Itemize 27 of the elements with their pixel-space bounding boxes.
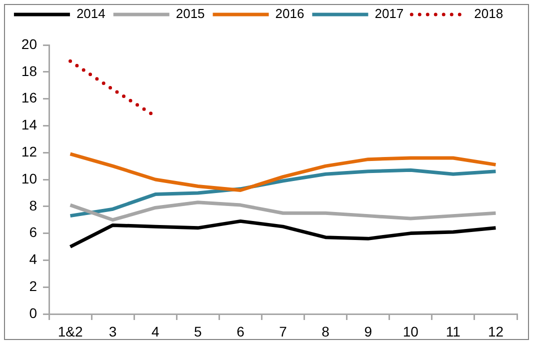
x-tick-label: 6 [236,323,245,340]
y-tick-label: 12 [21,143,38,160]
y-tick-label: 18 [21,62,38,79]
y-tick-label: 2 [29,278,38,294]
x-tick-label: 12 [488,323,504,340]
y-tick-label: 6 [29,224,38,240]
x-tick-label: 1&2 [58,323,83,340]
y-tick-label: 0 [29,304,38,321]
x-tick-label: 9 [364,323,372,340]
x-tick-label: 11 [446,323,461,340]
x-tick-label: 10 [402,323,419,340]
legend-label: 2018 [474,6,504,22]
y-tick-label: 16 [21,90,38,106]
legend-label: 2014 [76,6,106,22]
legend-label: 2016 [275,6,304,22]
x-tick-label: 7 [279,323,288,340]
legend-label: 2017 [374,6,404,22]
x-tick-label: 8 [322,323,330,340]
y-tick-label: 14 [21,116,38,133]
legend-label: 2015 [176,6,205,22]
x-tick-label: 5 [194,323,202,340]
x-tick-label: 4 [151,323,160,340]
y-tick-label: 10 [21,170,38,186]
y-tick-label: 8 [29,197,38,214]
x-tick-label: 3 [108,323,117,340]
y-tick-label: 4 [29,251,38,268]
y-tick-label: 20 [21,36,38,52]
